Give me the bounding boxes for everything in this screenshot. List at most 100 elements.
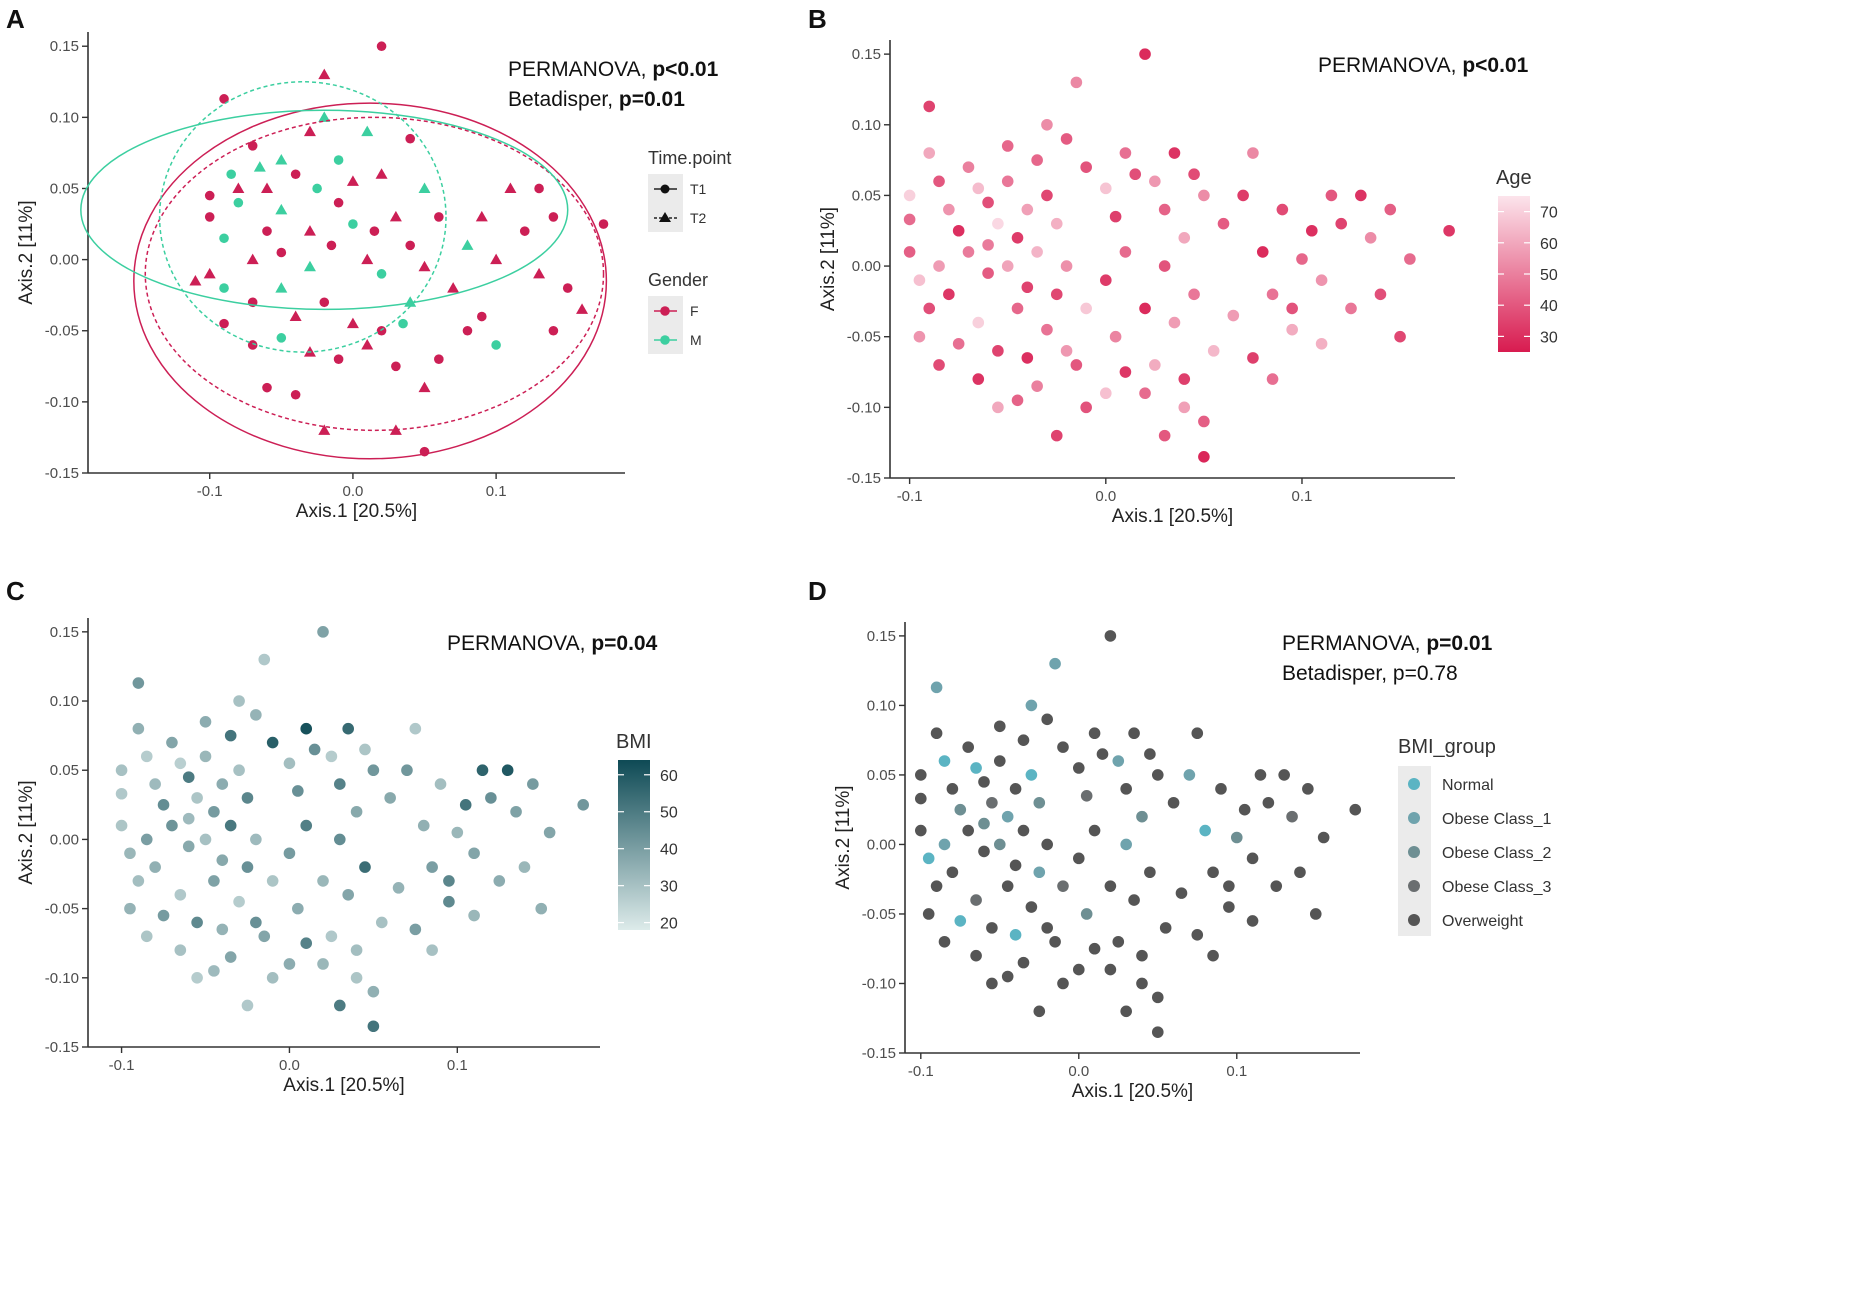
point-bmi <box>485 792 497 804</box>
point-age <box>1237 189 1249 202</box>
point-bmi <box>140 833 153 846</box>
point-age <box>1345 302 1357 315</box>
x-tick-label: 0.0 <box>279 1057 300 1074</box>
point-bmi <box>342 722 354 735</box>
point-age <box>1011 232 1024 244</box>
point-f-t1 <box>290 389 301 400</box>
point-f-t2 <box>346 175 359 186</box>
point-m-t2 <box>275 282 288 293</box>
point-overweight <box>1349 803 1362 816</box>
point-bmi <box>300 937 313 950</box>
ellipse-m-t1 <box>80 109 569 311</box>
point-bmi <box>132 875 145 887</box>
point-bmi <box>334 999 346 1012</box>
point-bmi <box>350 972 363 984</box>
point-age <box>1188 288 1200 301</box>
point-m-t2 <box>303 260 316 272</box>
point-age <box>1198 451 1210 463</box>
y-tick-label: 0.10 <box>867 697 896 714</box>
point-overweight <box>1151 991 1164 1004</box>
point-bmi <box>224 951 237 963</box>
point-age <box>1070 76 1083 89</box>
point-age <box>1158 203 1171 216</box>
point-obese-class-1 <box>1183 769 1196 781</box>
test-name: PERMANOVA, <box>1282 632 1426 655</box>
point-bmi <box>518 861 531 873</box>
point-bmi <box>409 923 422 936</box>
point-age <box>1031 246 1043 258</box>
point-bmi <box>140 930 153 943</box>
point-age <box>1384 203 1397 216</box>
point-f-t1 <box>369 226 380 236</box>
point-overweight <box>1223 901 1235 913</box>
point-age <box>952 224 965 237</box>
point-age <box>1109 330 1122 343</box>
y-tick-label: -0.15 <box>862 1045 896 1062</box>
x-tick-label: -0.1 <box>908 1063 934 1080</box>
point-bmi <box>334 778 346 790</box>
point-f-t2 <box>361 253 374 265</box>
point-overweight <box>1175 887 1188 899</box>
point-age <box>1149 359 1161 371</box>
panel-letter: C <box>6 576 25 606</box>
legend-color-icon <box>660 306 670 316</box>
y-tick-label: 0.00 <box>50 831 79 848</box>
point-age <box>1021 281 1034 294</box>
point-f-t2 <box>303 225 316 236</box>
y-axis-label: Axis.2 [11%] <box>16 200 37 304</box>
point-f-t1 <box>534 183 544 194</box>
point-age <box>1080 401 1092 414</box>
test-name: PERMANOVA, <box>1318 54 1462 77</box>
point-bmi <box>367 764 380 777</box>
point-overweight <box>914 792 927 805</box>
point-m-t1 <box>233 197 244 208</box>
point-age <box>1139 302 1151 315</box>
point-overweight <box>986 977 998 990</box>
point-f-t2 <box>203 267 216 279</box>
point-age <box>1011 302 1024 315</box>
legend-label: Normal <box>1442 777 1494 794</box>
point-age <box>913 330 926 343</box>
point-age <box>903 213 916 226</box>
point-age <box>1266 373 1279 385</box>
point-bmi <box>325 750 338 763</box>
point-bmi <box>493 875 506 887</box>
y-tick-label: 0.15 <box>50 38 79 55</box>
point-age <box>1207 345 1220 357</box>
point-bmi <box>140 750 153 763</box>
point-bmi <box>182 771 195 783</box>
stats-annotation: PERMANOVA, p<0.01 <box>1318 54 1529 77</box>
legend-key-bg <box>648 174 683 232</box>
y-tick-label: 0.00 <box>852 258 881 275</box>
point-bmi <box>241 792 254 804</box>
point-overweight <box>1191 727 1204 740</box>
p-value: p=0.01 <box>619 88 685 111</box>
point-m-t1 <box>276 333 287 343</box>
point-age <box>1060 345 1073 357</box>
point-f-t2 <box>504 182 517 193</box>
point-bmi <box>174 888 187 901</box>
legend-label: Obese Class_1 <box>1442 811 1551 828</box>
point-age <box>1050 429 1063 442</box>
point-age <box>903 189 916 202</box>
point-f-t1 <box>319 297 330 308</box>
p-value: p=0.01 <box>1426 632 1492 655</box>
point-overweight <box>1191 929 1204 941</box>
legend-label: Obese Class_3 <box>1442 879 1551 896</box>
point-age <box>1305 224 1318 237</box>
colorbar-age: Age 30 40 50 60 70 <box>1496 167 1558 352</box>
point-bmi <box>132 677 145 689</box>
point-age <box>1315 337 1328 350</box>
point-age <box>1099 387 1112 400</box>
point-age <box>1404 253 1416 265</box>
p-value: p<0.01 <box>652 58 718 81</box>
point-bmi <box>174 944 187 956</box>
point-overweight <box>938 935 951 948</box>
point-overweight <box>1088 727 1101 740</box>
point-bmi <box>409 722 422 735</box>
point-age <box>1001 140 1014 152</box>
colorbar-title: BMI <box>616 731 652 753</box>
point-age <box>1099 182 1112 195</box>
point-bmi <box>208 965 220 977</box>
